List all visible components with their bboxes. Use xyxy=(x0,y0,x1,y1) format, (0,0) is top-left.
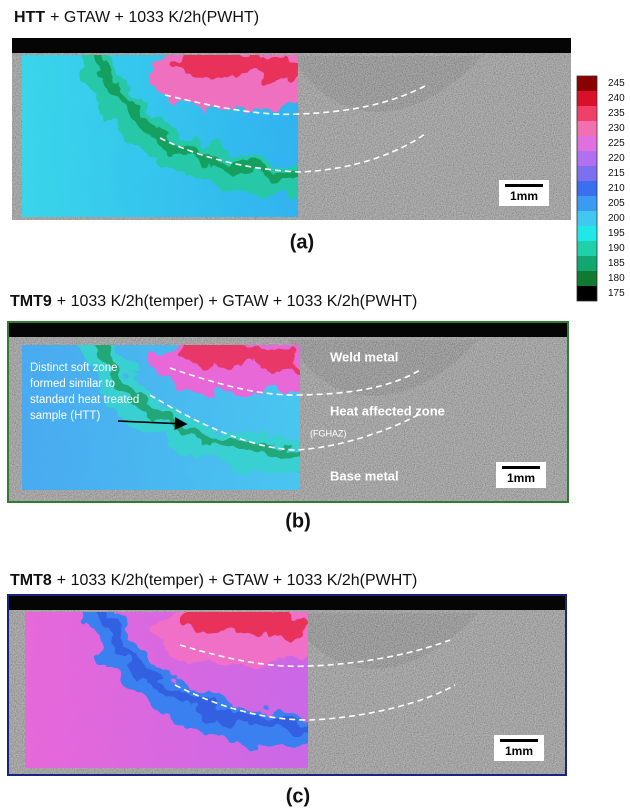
title-process: + GTAW + 1033 K/2h(PWHT) xyxy=(50,9,259,26)
colorbar-swatch xyxy=(577,286,597,301)
hardness-field xyxy=(25,612,308,768)
colorbar-swatch xyxy=(577,106,597,121)
hardness-field xyxy=(22,55,298,217)
hardness-field xyxy=(22,345,300,490)
colorbar-swatch xyxy=(577,226,597,241)
scale-bar-label: 1mm xyxy=(507,471,535,485)
colorbar-label: 180 xyxy=(608,273,625,284)
colorbar-label: 235 xyxy=(608,108,625,119)
panel-title: HTT + GTAW + 1033 K/2h(PWHT) xyxy=(14,9,259,26)
zone-label: Weld metal xyxy=(330,349,398,364)
colorbar-label: 240 xyxy=(608,93,625,104)
colorbar-label: 205 xyxy=(608,198,625,209)
title-process: + 1033 K/2h(temper) + GTAW + 1033 K/2h(P… xyxy=(57,572,418,589)
title-process: + 1033 K/2h(temper) + GTAW + 1033 K/2h(P… xyxy=(57,293,418,310)
colorbar-swatch xyxy=(577,196,597,211)
fusion-boundary xyxy=(174,684,456,721)
panel: HTT + GTAW + 1033 K/2h(PWHT) 1mm (a) xyxy=(12,9,571,253)
colorbar-swatch xyxy=(577,241,597,256)
colorbar-swatch xyxy=(577,271,597,286)
scale-bar-label: 1mm xyxy=(505,744,533,758)
hardness-map xyxy=(25,612,308,768)
hard-core xyxy=(177,345,267,367)
hard-core xyxy=(176,55,265,80)
fusion-boundary xyxy=(159,133,426,173)
surface-band xyxy=(8,322,568,337)
colorbar-label: 230 xyxy=(608,123,625,134)
panel: TMT9 + 1033 K/2h(temper) + GTAW + 1033 K/… xyxy=(7,293,569,532)
colorbar-label: 215 xyxy=(608,168,625,179)
colorbar-label: 200 xyxy=(608,213,625,224)
colorbar-label: 220 xyxy=(608,153,625,164)
panel-label: (c) xyxy=(286,785,310,807)
soft-band-core xyxy=(99,612,308,732)
panel-title: TMT9 + 1033 K/2h(temper) + GTAW + 1033 K/… xyxy=(10,293,417,310)
zone-label: Heat affected zone xyxy=(330,403,445,418)
panel-label: (b) xyxy=(285,510,311,532)
soft-zone-note: formed similar to xyxy=(30,378,115,390)
arrow xyxy=(117,417,188,430)
colorbar-swatch xyxy=(577,181,597,196)
colorbar-frame xyxy=(576,75,598,302)
colorbar-label: 195 xyxy=(608,228,625,239)
fusion-boundary xyxy=(169,367,421,396)
colorbar-swatch xyxy=(577,121,597,136)
panel-label: (a) xyxy=(290,231,314,253)
panel-border xyxy=(7,321,569,503)
colorbar-label: 225 xyxy=(608,138,625,149)
colorbar-swatch xyxy=(577,166,597,181)
surface-band xyxy=(8,595,566,610)
scale-bar xyxy=(502,466,540,469)
colorbar-swatch xyxy=(577,211,597,226)
soft-band-core xyxy=(94,55,298,180)
scale-bar xyxy=(500,739,538,742)
panel-border xyxy=(7,594,567,776)
colorbar-swatch xyxy=(577,91,597,106)
colorbar-label: 190 xyxy=(608,243,625,254)
colorbar-swatch xyxy=(577,136,597,151)
panel-title: TMT8 + 1033 K/2h(temper) + GTAW + 1033 K/… xyxy=(10,572,417,589)
zone-label: Base metal xyxy=(330,468,399,483)
colorbar-label: 185 xyxy=(608,258,625,269)
soft-zone-note: sample (HTT) xyxy=(30,410,100,422)
title-sample: HTT xyxy=(14,9,45,26)
colorbar-label: 210 xyxy=(608,183,625,194)
scale-bar xyxy=(505,184,543,187)
colorbar-swatch xyxy=(577,256,597,271)
title-sample: TMT8 xyxy=(10,572,52,589)
scale-bar-label: 1mm xyxy=(510,189,538,203)
soft-zone-note: Distinct soft zone xyxy=(30,362,118,374)
hardness-map xyxy=(22,345,300,490)
title-sample: TMT9 xyxy=(10,293,52,310)
hard-core xyxy=(183,612,275,636)
hard-core xyxy=(253,58,298,85)
colorbar: 245 240 235 230 225 220 215 210 205 200 195 190 185 1… xyxy=(576,75,625,302)
fusion-boundary xyxy=(149,394,421,451)
colorbar-swatch xyxy=(577,151,597,166)
surface-band xyxy=(12,38,571,53)
hard-core xyxy=(262,615,308,641)
fusion-boundary xyxy=(179,639,451,668)
panel: TMT8 + 1033 K/2h(temper) + GTAW + 1033 K/… xyxy=(7,572,567,807)
colorbar-label: 245 xyxy=(608,78,625,89)
hard-core xyxy=(255,347,300,372)
colorbar-label: 175 xyxy=(608,288,625,299)
zone-sublabel: (FGHAZ) xyxy=(310,428,347,438)
soft-zone-note: standard heat treated xyxy=(30,394,139,406)
hardness-map xyxy=(22,55,298,217)
colorbar-swatch xyxy=(577,76,597,91)
